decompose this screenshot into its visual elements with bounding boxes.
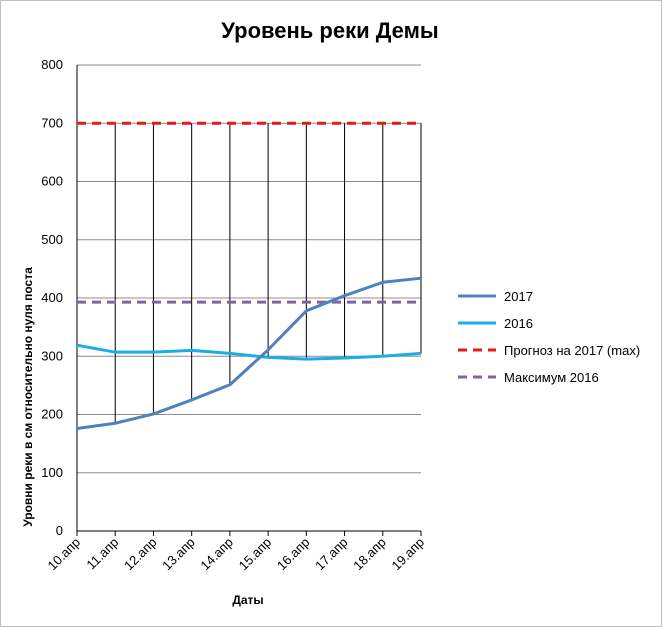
- x-tick-label: 10.апр: [45, 535, 84, 574]
- data-point-0: [228, 383, 231, 386]
- data-point-1: [267, 356, 270, 359]
- gridlines: [77, 64, 421, 532]
- legend: 2017 2016 Прогноз на 2017 (max) Максимум 20…: [458, 289, 640, 385]
- data-point-3: [381, 301, 384, 304]
- x-tick-label: 13.апр: [159, 535, 198, 574]
- data-point-2: [228, 122, 231, 125]
- data-point-0: [114, 422, 117, 425]
- data-point-1: [76, 344, 79, 347]
- axes: [76, 65, 422, 536]
- data-point-0: [381, 281, 384, 284]
- legend-label: 2016: [504, 316, 533, 331]
- data-point-3: [152, 301, 155, 304]
- y-tick-labels: 0 100 200 300 400 500 600 700 800: [41, 57, 63, 538]
- drop-lines: [114, 123, 422, 424]
- x-tick-label: 12.апр: [121, 535, 160, 574]
- data-point-1: [381, 355, 384, 358]
- y-axis-title: Уровни реки в см относительно нуля поста: [21, 267, 35, 527]
- x-tick-label: 15.апр: [236, 535, 275, 574]
- data-point-1: [420, 352, 423, 355]
- x-tick-label: 19.апр: [389, 535, 428, 574]
- series-line-1: [76, 343, 422, 361]
- series-line-0: [76, 276, 422, 430]
- data-point-0: [76, 427, 79, 430]
- data-point-3: [420, 301, 423, 304]
- data-point-2: [152, 122, 155, 125]
- x-tick-label: 17.апр: [312, 535, 351, 574]
- data-point-2: [267, 122, 270, 125]
- y-tick-label: 400: [41, 290, 63, 305]
- data-point-0: [420, 277, 423, 280]
- x-tick-label: 16.апр: [274, 535, 313, 574]
- data-point-1: [343, 356, 346, 359]
- y-tick-label: 700: [41, 115, 63, 130]
- legend-label: 2017: [504, 289, 533, 304]
- x-tick-labels: 10.апр 11.апр 12.апр 13.апр 14.апр 15.апр 16.а…: [45, 535, 428, 574]
- data-point-3: [343, 301, 346, 304]
- data-point-0: [305, 309, 308, 312]
- data-point-2: [420, 122, 423, 125]
- chart-title: Уровень реки Демы: [221, 18, 438, 43]
- data-point-1: [305, 358, 308, 361]
- data-point-0: [343, 294, 346, 297]
- x-tick-label: 11.апр: [83, 535, 121, 573]
- data-point-0: [152, 412, 155, 415]
- y-tick-label: 300: [41, 348, 63, 363]
- y-tick-label: 600: [41, 174, 63, 189]
- data-point-2: [190, 122, 193, 125]
- x-axis-title: Даты: [232, 593, 263, 607]
- data-point-2: [381, 122, 384, 125]
- data-point-1: [190, 349, 193, 352]
- data-point-0: [190, 398, 193, 401]
- data-point-2: [305, 122, 308, 125]
- legend-label: Прогноз на 2017 (max): [504, 343, 640, 358]
- x-tick-label: 18.апр: [350, 535, 389, 574]
- data-point-2: [76, 122, 79, 125]
- y-tick-label: 500: [41, 232, 63, 247]
- series-lines: [76, 121, 423, 430]
- y-tick-label: 200: [41, 407, 63, 422]
- y-tick-label: 800: [41, 57, 63, 72]
- data-point-3: [228, 301, 231, 304]
- data-point-3: [190, 301, 193, 304]
- data-point-3: [267, 301, 270, 304]
- data-point-1: [114, 351, 117, 354]
- x-tick-label: 14.апр: [197, 535, 236, 574]
- legend-label: Максимум 2016: [504, 370, 599, 385]
- data-point-2: [114, 122, 117, 125]
- data-point-1: [228, 352, 231, 355]
- y-tick-label: 100: [41, 465, 63, 480]
- data-point-3: [305, 301, 308, 304]
- data-point-0: [267, 348, 270, 351]
- data-point-3: [76, 301, 79, 304]
- data-point-1: [152, 351, 155, 354]
- y-tick-label: 0: [56, 523, 63, 538]
- data-point-2: [343, 122, 346, 125]
- data-point-3: [114, 301, 117, 304]
